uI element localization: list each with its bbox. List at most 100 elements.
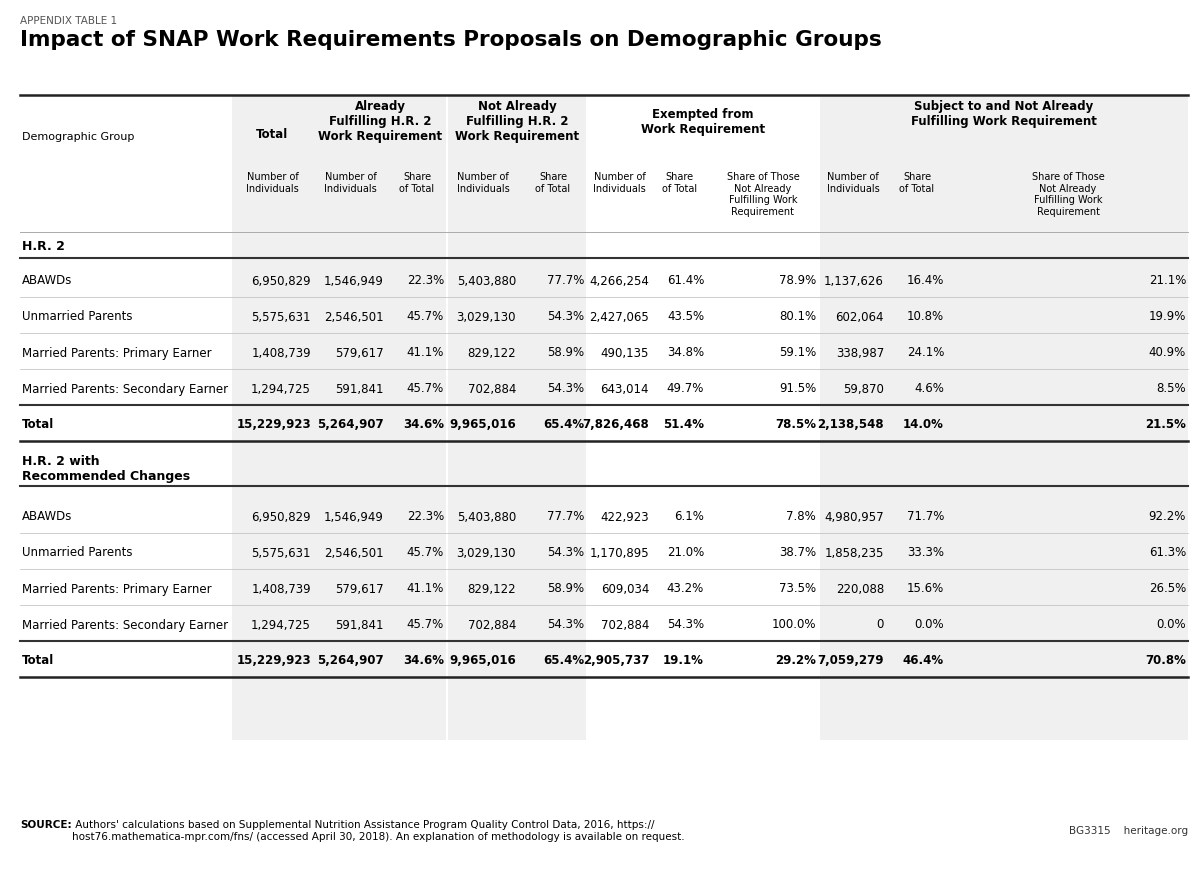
Text: 579,617: 579,617 <box>335 582 384 595</box>
Text: Already
Fulfilling H.R. 2
Work Requirement: Already Fulfilling H.R. 2 Work Requireme… <box>318 100 443 143</box>
Text: 73.5%: 73.5% <box>779 582 816 595</box>
Text: Share of Those
Not Already
Fulfilling Work
Requirement: Share of Those Not Already Fulfilling Wo… <box>727 172 799 217</box>
Text: 43.5%: 43.5% <box>667 311 704 323</box>
Text: 591,841: 591,841 <box>336 619 384 632</box>
Text: Exempted from
Work Requirement: Exempted from Work Requirement <box>641 108 766 136</box>
Text: 22.3%: 22.3% <box>407 511 444 523</box>
Text: 338,987: 338,987 <box>835 346 884 360</box>
Text: 2,905,737: 2,905,737 <box>583 654 649 668</box>
Text: 46.4%: 46.4% <box>902 654 944 668</box>
Text: 4,980,957: 4,980,957 <box>824 511 884 523</box>
Text: 1,408,739: 1,408,739 <box>251 582 311 595</box>
Text: 91.5%: 91.5% <box>779 383 816 395</box>
Text: 29.2%: 29.2% <box>775 654 816 668</box>
Text: 3,029,130: 3,029,130 <box>456 311 516 323</box>
Text: 1,137,626: 1,137,626 <box>824 274 884 287</box>
Text: 61.4%: 61.4% <box>667 274 704 287</box>
Text: 702,884: 702,884 <box>468 383 516 395</box>
Text: Married Parents: Secondary Earner: Married Parents: Secondary Earner <box>22 619 228 632</box>
Text: 579,617: 579,617 <box>335 346 384 360</box>
Text: 77.7%: 77.7% <box>547 274 584 287</box>
Text: 41.1%: 41.1% <box>407 582 444 595</box>
Text: 15,229,923: 15,229,923 <box>236 654 311 668</box>
Text: 51.4%: 51.4% <box>662 418 704 432</box>
Text: SOURCE:: SOURCE: <box>20 820 72 830</box>
Text: 7,826,468: 7,826,468 <box>582 418 649 432</box>
Text: 80.1%: 80.1% <box>779 311 816 323</box>
Text: Unmarried Parents: Unmarried Parents <box>22 546 132 560</box>
Text: 4,266,254: 4,266,254 <box>589 274 649 287</box>
Text: 2,138,548: 2,138,548 <box>817 418 884 432</box>
Text: 1,546,949: 1,546,949 <box>324 511 384 523</box>
Text: 45.7%: 45.7% <box>407 311 444 323</box>
Text: H.R. 2 with
Recommended Changes: H.R. 2 with Recommended Changes <box>22 455 190 483</box>
Text: 14.0%: 14.0% <box>904 418 944 432</box>
Text: ABAWDs: ABAWDs <box>22 274 72 287</box>
Text: 1,294,725: 1,294,725 <box>251 383 311 395</box>
Text: 34.8%: 34.8% <box>667 346 704 360</box>
Text: 78.9%: 78.9% <box>779 274 816 287</box>
Text: 6,950,829: 6,950,829 <box>251 274 311 287</box>
Text: Authors' calculations based on Supplemental Nutrition Assistance Program Quality: Authors' calculations based on Supplemen… <box>72 820 685 842</box>
Text: 2,427,065: 2,427,065 <box>589 311 649 323</box>
Text: 92.2%: 92.2% <box>1148 511 1186 523</box>
Text: 2,546,501: 2,546,501 <box>324 311 384 323</box>
Text: 45.7%: 45.7% <box>407 546 444 560</box>
Text: Share
of Total: Share of Total <box>662 172 697 194</box>
Text: 54.3%: 54.3% <box>547 383 584 395</box>
Text: 40.9%: 40.9% <box>1148 346 1186 360</box>
Text: 15.6%: 15.6% <box>907 582 944 595</box>
Bar <box>820 95 1188 740</box>
Text: Total: Total <box>22 654 54 668</box>
Bar <box>448 95 586 740</box>
Text: 59,870: 59,870 <box>844 383 884 395</box>
Text: 45.7%: 45.7% <box>407 619 444 632</box>
Text: 65.4%: 65.4% <box>542 654 584 668</box>
Text: 45.7%: 45.7% <box>407 383 444 395</box>
Text: 38.7%: 38.7% <box>779 546 816 560</box>
Text: Unmarried Parents: Unmarried Parents <box>22 311 132 323</box>
Text: 7,059,279: 7,059,279 <box>817 654 884 668</box>
Text: 43.2%: 43.2% <box>667 582 704 595</box>
Bar <box>232 95 446 740</box>
Text: Total: Total <box>22 418 54 432</box>
Text: Married Parents: Secondary Earner: Married Parents: Secondary Earner <box>22 383 228 395</box>
Text: 54.3%: 54.3% <box>667 619 704 632</box>
Text: 5,264,907: 5,264,907 <box>317 654 384 668</box>
Text: 59.1%: 59.1% <box>779 346 816 360</box>
Text: 3,029,130: 3,029,130 <box>456 546 516 560</box>
Text: 54.3%: 54.3% <box>547 619 584 632</box>
Text: 829,122: 829,122 <box>467 346 516 360</box>
Text: 1,858,235: 1,858,235 <box>824 546 884 560</box>
Text: 5,403,880: 5,403,880 <box>457 511 516 523</box>
Text: 16.4%: 16.4% <box>907 274 944 287</box>
Text: Share of Those
Not Already
Fulfilling Work
Requirement: Share of Those Not Already Fulfilling Wo… <box>1032 172 1104 217</box>
Text: Number of
Individuals: Number of Individuals <box>246 172 299 194</box>
Text: 54.3%: 54.3% <box>547 546 584 560</box>
Text: 58.9%: 58.9% <box>547 346 584 360</box>
Text: 21.1%: 21.1% <box>1148 274 1186 287</box>
Text: Share
of Total: Share of Total <box>535 172 570 194</box>
Text: Subject to and Not Already
Fulfilling Work Requirement: Subject to and Not Already Fulfilling Wo… <box>911 100 1097 128</box>
Text: 24.1%: 24.1% <box>907 346 944 360</box>
Text: 591,841: 591,841 <box>336 383 384 395</box>
Text: 26.5%: 26.5% <box>1148 582 1186 595</box>
Text: 15,229,923: 15,229,923 <box>236 418 311 432</box>
Text: 2,546,501: 2,546,501 <box>324 546 384 560</box>
Text: 78.5%: 78.5% <box>775 418 816 432</box>
Text: 19.9%: 19.9% <box>1148 311 1186 323</box>
Text: 7.8%: 7.8% <box>786 511 816 523</box>
Text: 609,034: 609,034 <box>601 582 649 595</box>
Text: Married Parents: Primary Earner: Married Parents: Primary Earner <box>22 346 211 360</box>
Text: 1,294,725: 1,294,725 <box>251 619 311 632</box>
Text: BG3315    heritage.org: BG3315 heritage.org <box>1069 826 1188 836</box>
Text: 6.1%: 6.1% <box>674 511 704 523</box>
Text: 71.7%: 71.7% <box>907 511 944 523</box>
Text: 643,014: 643,014 <box>600 383 649 395</box>
Text: 8.5%: 8.5% <box>1157 383 1186 395</box>
Text: 65.4%: 65.4% <box>542 418 584 432</box>
Text: 0.0%: 0.0% <box>1157 619 1186 632</box>
Text: Not Already
Fulfilling H.R. 2
Work Requirement: Not Already Fulfilling H.R. 2 Work Requi… <box>455 100 580 143</box>
Text: 19.1%: 19.1% <box>664 654 704 668</box>
Text: 9,965,016: 9,965,016 <box>449 654 516 668</box>
